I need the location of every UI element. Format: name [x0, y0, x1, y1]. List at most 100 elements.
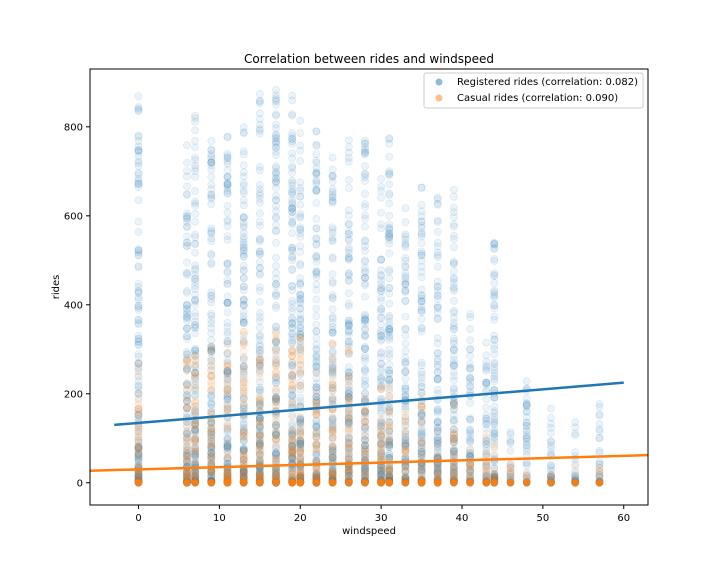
data-point: [506, 464, 515, 473]
data-point: [191, 456, 199, 465]
data-point: [183, 304, 191, 313]
data-point: [490, 272, 499, 280]
data-point: [134, 288, 143, 297]
data-point: [433, 253, 442, 262]
data-point: [207, 316, 216, 324]
data-point: [207, 224, 216, 233]
data-point: [207, 377, 216, 385]
data-point: [191, 407, 199, 416]
data-point: [377, 441, 385, 449]
data-point: [183, 452, 191, 461]
data-point: [207, 393, 216, 402]
data-point: [312, 199, 321, 207]
data-point: [191, 446, 199, 454]
data-point: [272, 330, 280, 339]
data-point: [239, 471, 248, 480]
data-point: [288, 398, 297, 407]
data-point: [522, 377, 531, 386]
data-point: [183, 172, 191, 181]
data-point: [296, 381, 305, 390]
data-point: [207, 449, 216, 458]
data-point: [482, 338, 491, 347]
data-point: [272, 384, 280, 393]
data-point: [288, 281, 297, 290]
data-point: [207, 260, 216, 268]
data-point: [377, 208, 385, 217]
data-point: [482, 430, 491, 438]
data-point: [377, 220, 385, 229]
data-point: [183, 347, 191, 356]
data-point: [207, 158, 216, 167]
data-point: [547, 479, 555, 487]
data-point: [288, 229, 297, 238]
data-point: [239, 335, 248, 344]
data-point: [207, 391, 216, 399]
data-point: [134, 251, 143, 260]
data-point: [344, 276, 353, 285]
data-point: [191, 239, 199, 248]
data-point: [255, 221, 264, 230]
data-point: [183, 451, 191, 460]
data-point: [433, 451, 442, 460]
data-point: [183, 457, 191, 466]
data-point: [207, 347, 216, 356]
data-point: [466, 437, 474, 446]
data-point: [183, 438, 191, 447]
data-point: [191, 266, 199, 275]
data-point: [134, 389, 143, 398]
data-point: [191, 471, 199, 480]
data-point: [134, 454, 143, 463]
data-point: [361, 162, 369, 171]
data-point: [417, 420, 426, 429]
data-point: [134, 457, 143, 466]
data-point: [191, 351, 199, 360]
data-point: [595, 400, 604, 408]
data-point: [183, 238, 191, 247]
data-point: [255, 331, 264, 339]
data-point: [433, 439, 442, 448]
data-point: [134, 146, 143, 155]
data-point: [255, 249, 264, 258]
data-point: [255, 313, 264, 321]
data-point: [183, 324, 191, 333]
data-point: [223, 154, 232, 163]
data-point: [312, 411, 321, 419]
data-point: [417, 427, 426, 435]
data-point: [255, 392, 264, 401]
data-point: [134, 340, 143, 349]
data-point: [433, 277, 442, 286]
data-point: [207, 291, 216, 300]
data-point: [239, 123, 248, 132]
data-point: [433, 303, 442, 312]
data-point: [223, 450, 232, 459]
data-point: [191, 452, 199, 460]
data-point: [506, 430, 515, 439]
data-point: [239, 355, 248, 364]
data-point: [433, 389, 442, 398]
data-point: [255, 340, 264, 349]
data-point: [401, 462, 410, 471]
data-point: [134, 352, 143, 361]
data-point: [296, 479, 304, 487]
data-point: [490, 290, 499, 299]
data-point: [401, 367, 410, 375]
data-point: [191, 449, 199, 458]
data-point: [134, 394, 143, 403]
data-point: [207, 145, 216, 154]
data-point: [183, 324, 191, 333]
data-point: [191, 372, 199, 381]
data-point: [134, 371, 143, 380]
data-point: [288, 149, 297, 158]
data-point: [134, 359, 143, 368]
data-point: [207, 418, 216, 426]
data-point: [296, 333, 305, 341]
data-point: [401, 428, 410, 436]
data-point: [385, 249, 394, 258]
data-point: [361, 222, 369, 231]
data-point: [191, 426, 199, 434]
data-point: [191, 295, 199, 304]
data-point: [191, 368, 199, 377]
data-point: [328, 294, 337, 302]
data-point: [134, 438, 143, 447]
data-point: [183, 458, 191, 466]
